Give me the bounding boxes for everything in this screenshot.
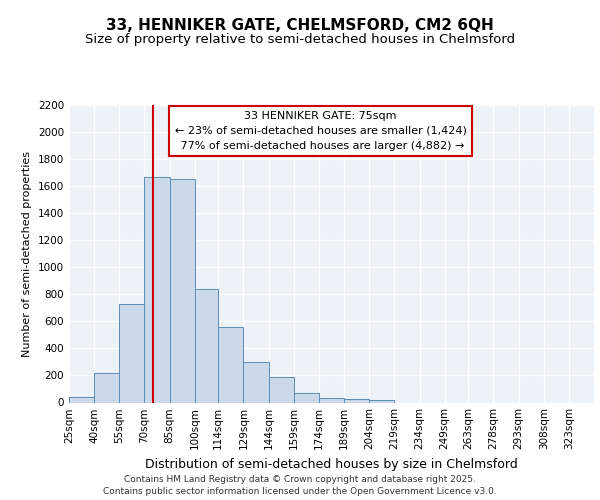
X-axis label: Distribution of semi-detached houses by size in Chelmsford: Distribution of semi-detached houses by …	[145, 458, 518, 471]
Bar	[145, 176, 170, 402]
Bar	[170, 180, 195, 402]
Y-axis label: Number of semi-detached properties: Number of semi-detached properties	[22, 151, 32, 357]
Bar	[269, 378, 294, 402]
Bar	[94, 373, 119, 402]
Text: Size of property relative to semi-detached houses in Chelmsford: Size of property relative to semi-detach…	[85, 32, 515, 46]
Text: Contains HM Land Registry data © Crown copyright and database right 2025.
Contai: Contains HM Land Registry data © Crown c…	[103, 474, 497, 496]
Bar	[369, 400, 394, 402]
Bar	[294, 393, 319, 402]
Bar	[244, 362, 269, 403]
Text: 33 HENNIKER GATE: 75sqm  
← 23% of semi-detached houses are smaller (1,424)
 77%: 33 HENNIKER GATE: 75sqm ← 23% of semi-de…	[175, 111, 467, 150]
Text: 33, HENNIKER GATE, CHELMSFORD, CM2 6QH: 33, HENNIKER GATE, CHELMSFORD, CM2 6QH	[106, 18, 494, 32]
Bar	[69, 397, 94, 402]
Bar	[195, 289, 218, 403]
Bar	[119, 304, 145, 402]
Bar	[344, 399, 369, 402]
Bar	[218, 328, 244, 402]
Bar	[319, 398, 344, 402]
